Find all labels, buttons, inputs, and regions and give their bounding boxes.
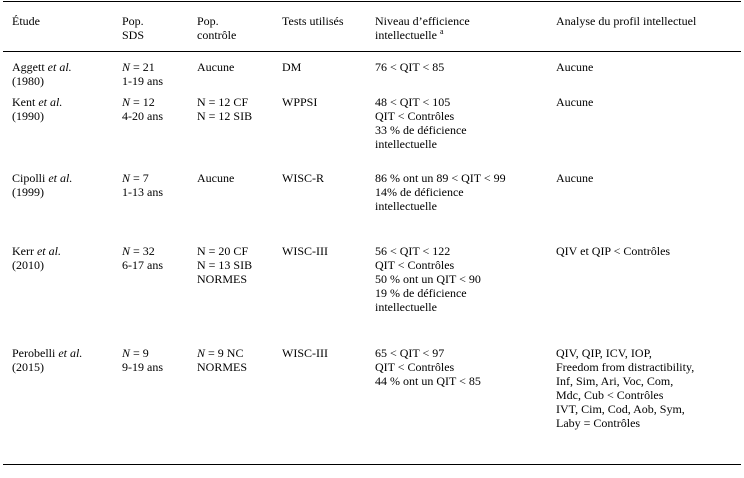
level-cell: 65 < QIT < 97 QIT < Contrôles 44 % ont u…: [375, 346, 481, 388]
test-cell: DM: [282, 60, 302, 74]
study-cell: Perobelli et al. (2015): [12, 346, 83, 374]
table-row: Kent et al. (1990) N = 12 4-20 ans N = 1…: [3, 88, 741, 171]
header-pop-sds: Pop. SDS: [122, 14, 145, 42]
table-row: Aggett et al. (1980) N = 21 1-19 ans Auc…: [3, 52, 741, 88]
header-row: Étude Pop. SDS Pop. contrôle Tests utili…: [3, 1, 741, 52]
header-analyse: Analyse du profil intellectuel: [556, 14, 697, 28]
level-cell: 76 < QIT < 85: [375, 60, 445, 74]
control-cell: N = 9 NC NORMES: [197, 346, 248, 374]
analysis-cell: Aucune: [556, 60, 594, 74]
header-niveau: Niveau d’efficience intellectuelle a: [375, 14, 470, 42]
sds-cell: N = 7 1-13 ans: [122, 171, 163, 199]
study-cell: Kent et al. (1990): [12, 95, 63, 123]
study-cell: Cipolli et al. (1999): [12, 171, 73, 199]
level-cell: 56 < QIT < 122 QIT < Contrôles 50 % ont …: [375, 244, 481, 314]
test-cell: WPPSI: [282, 95, 318, 109]
control-cell: N = 20 CF N = 13 SIB NORMES: [197, 244, 253, 286]
sds-cell: N = 32 6-17 ans: [122, 244, 163, 272]
sds-cell: N = 9 9-19 ans: [122, 346, 163, 374]
test-cell: WISC-R: [282, 171, 324, 185]
table-row: Cipolli et al. (1999) N = 7 1-13 ans Auc…: [3, 171, 741, 244]
table-row: Perobelli et al. (2015) N = 9 9-19 ans N…: [3, 346, 741, 465]
test-cell: WISC-III: [282, 346, 328, 360]
control-cell: Aucune: [197, 171, 235, 185]
header-tests: Tests utilisés: [282, 14, 344, 28]
analysis-cell: Aucune: [556, 95, 594, 109]
level-cell: 86 % ont un 89 < QIT < 99 14% de déficie…: [375, 171, 506, 213]
control-cell: Aucune: [197, 60, 235, 74]
studies-table: Étude Pop. SDS Pop. contrôle Tests utili…: [3, 1, 741, 465]
level-cell: 48 < QIT < 105 QIT < Contrôles 33 % de d…: [375, 95, 467, 151]
header-etude: Étude: [12, 14, 40, 28]
study-cell: Aggett et al. (1980): [12, 60, 72, 88]
control-cell: N = 12 CF N = 12 SIB: [197, 95, 253, 123]
analysis-cell: Aucune: [556, 171, 594, 185]
sds-cell: N = 21 1-19 ans: [122, 60, 163, 88]
analysis-cell: QIV et QIP < Contrôles: [556, 244, 671, 258]
header-pop-controle: Pop. contrôle: [197, 14, 237, 42]
sds-cell: N = 12 4-20 ans: [122, 95, 163, 123]
table-row: Kerr et al. (2010) N = 32 6-17 ans N = 2…: [3, 244, 741, 346]
study-cell: Kerr et al. (2010): [12, 244, 61, 272]
footnote-marker: a: [439, 27, 444, 36]
analysis-cell: QIV, QIP, ICV, IOP, Freedom from distrac…: [556, 346, 695, 430]
test-cell: WISC-III: [282, 244, 328, 258]
